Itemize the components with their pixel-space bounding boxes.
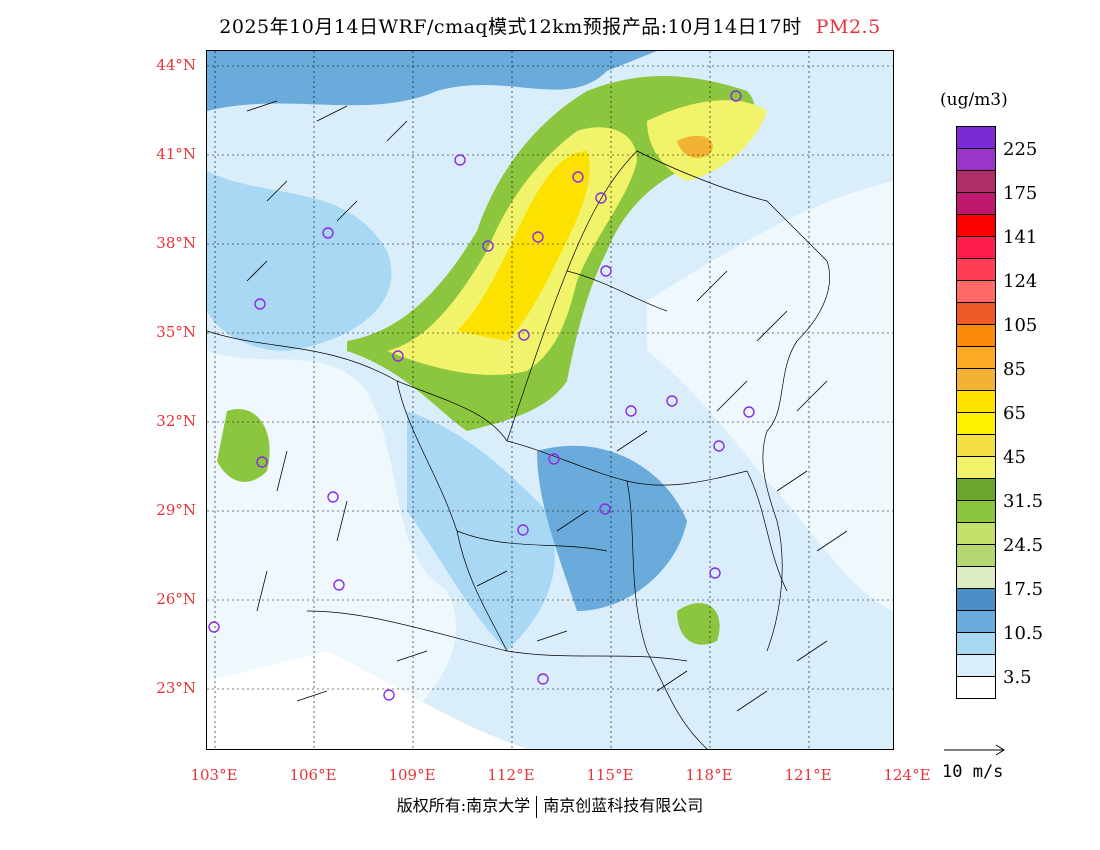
map-canvas bbox=[207, 51, 893, 749]
colorbar-label: 105 bbox=[1003, 315, 1038, 336]
title-text: 2025年10月14日WRF/cmaq模式12km预报产品:10月14日17时 bbox=[219, 16, 802, 38]
lon-label: 112°E bbox=[487, 766, 535, 784]
moderate-area bbox=[677, 602, 720, 645]
lat-label: 35°N bbox=[156, 323, 196, 341]
colorbar-cell bbox=[956, 302, 996, 325]
colorbar-cell bbox=[956, 280, 996, 303]
colorbar-cell bbox=[956, 324, 996, 347]
wind-key-label: 10 m/s bbox=[942, 762, 1004, 782]
colorbar-label: 85 bbox=[1003, 359, 1026, 380]
lon-label: 118°E bbox=[685, 766, 733, 784]
lat-label: 41°N bbox=[156, 145, 196, 163]
lat-label: 32°N bbox=[156, 412, 196, 430]
wind-vectors bbox=[246, 100, 848, 712]
colorbar-cell bbox=[956, 676, 996, 699]
colorbar-cell bbox=[956, 566, 996, 589]
colorbar-label: 175 bbox=[1003, 183, 1038, 204]
colorbar-label: 65 bbox=[1003, 403, 1026, 424]
moderate-area bbox=[537, 445, 687, 611]
colorbar-cell bbox=[956, 126, 996, 149]
province-borders bbox=[207, 150, 830, 749]
colorbar-label: 225 bbox=[1003, 139, 1038, 160]
colorbar-label: 3.5 bbox=[1003, 667, 1032, 688]
colorbar-label: 24.5 bbox=[1003, 535, 1044, 556]
colorbar-cell bbox=[956, 610, 996, 633]
colorbar-cell bbox=[956, 522, 996, 545]
copyright-right: 南京创蓝科技有限公司 bbox=[543, 796, 704, 815]
colorbar-cell bbox=[956, 148, 996, 171]
colorbar-label: 10.5 bbox=[1003, 623, 1044, 644]
moderate-area bbox=[407, 411, 555, 651]
wind-key-arrow bbox=[944, 744, 1005, 756]
lon-label: 106°E bbox=[289, 766, 337, 784]
colorbar-cell bbox=[956, 478, 996, 501]
moderate-area bbox=[207, 51, 657, 111]
colorbar-cell bbox=[956, 192, 996, 215]
lon-label: 103°E bbox=[190, 766, 238, 784]
lat-label: 23°N bbox=[156, 679, 196, 697]
colorbar-cell bbox=[956, 456, 996, 479]
map-title: 2025年10月14日WRF/cmaq模式12km预报产品:10月14日17时 P… bbox=[0, 12, 1100, 39]
colorbar-cell bbox=[956, 434, 996, 457]
moderate-area bbox=[207, 171, 392, 351]
colorbar-label: 141 bbox=[1003, 227, 1038, 248]
clean-air-area bbox=[207, 651, 527, 749]
pollution-hotspot bbox=[677, 135, 713, 158]
lat-lon-grid bbox=[207, 51, 893, 749]
colorbar-cell bbox=[956, 500, 996, 523]
colorbar-cell bbox=[956, 412, 996, 435]
lon-label: 124°E bbox=[883, 766, 931, 784]
lat-label: 38°N bbox=[156, 234, 196, 252]
colorbar-label: 17.5 bbox=[1003, 579, 1044, 600]
pollutant-label: PM2.5 bbox=[815, 16, 881, 38]
colorbar-cell bbox=[956, 632, 996, 655]
colorbar-cell bbox=[956, 654, 996, 677]
pollution-plume-yellow bbox=[457, 151, 590, 341]
lon-label: 115°E bbox=[586, 766, 634, 784]
lat-label: 29°N bbox=[156, 501, 196, 519]
copyright-footer: 版权所有:南京大学 南京创蓝科技有限公司 bbox=[0, 792, 1100, 818]
city-markers bbox=[208, 90, 755, 701]
footer-separator bbox=[536, 795, 538, 818]
lon-label: 121°E bbox=[784, 766, 832, 784]
colorbar-cell bbox=[956, 368, 996, 391]
lat-label: 26°N bbox=[156, 590, 196, 608]
colorbar-label: 45 bbox=[1003, 447, 1026, 468]
colorbar-cell bbox=[956, 258, 996, 281]
colorbar-cell bbox=[956, 390, 996, 413]
colorbar bbox=[956, 126, 996, 699]
colorbar-cell bbox=[956, 236, 996, 259]
colorbar-unit: (ug/m3) bbox=[940, 90, 1008, 110]
pm25-forecast-map bbox=[206, 50, 894, 750]
colorbar-cell bbox=[956, 588, 996, 611]
copyright-left: 版权所有:南京大学 bbox=[396, 796, 531, 815]
lat-label: 44°N bbox=[156, 56, 196, 74]
colorbar-cell bbox=[956, 170, 996, 193]
colorbar-label: 124 bbox=[1003, 271, 1038, 292]
colorbar-cell bbox=[956, 544, 996, 567]
clean-air-area bbox=[647, 181, 893, 611]
colorbar-cell bbox=[956, 346, 996, 369]
lon-label: 109°E bbox=[388, 766, 436, 784]
moderate-area bbox=[217, 409, 270, 482]
colorbar-cell bbox=[956, 214, 996, 237]
colorbar-label: 31.5 bbox=[1003, 491, 1044, 512]
